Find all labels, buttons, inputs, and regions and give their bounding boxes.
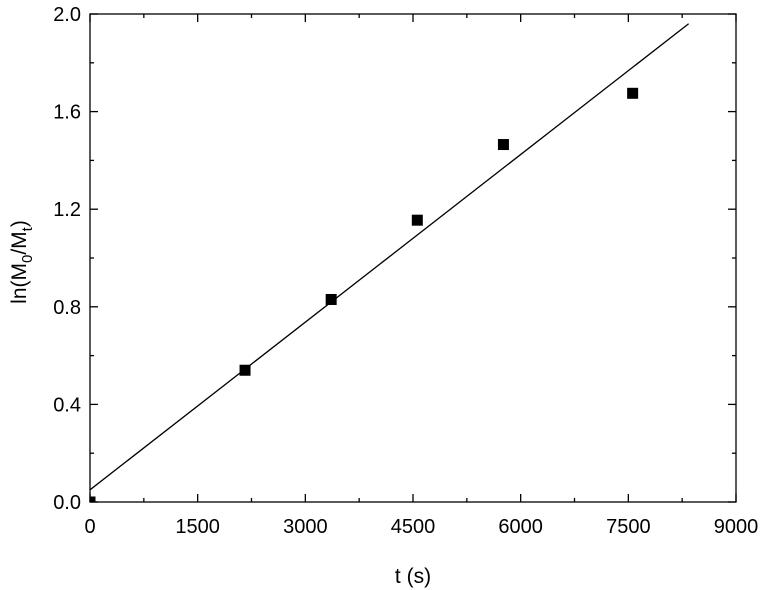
x-tick-label: 9000 (714, 516, 759, 538)
y-tick-label: 2.0 (53, 4, 81, 26)
data-point (497, 139, 509, 151)
data-point (90, 496, 96, 502)
x-tick-label: 4500 (391, 516, 436, 538)
y-tick-label: 1.2 (53, 199, 81, 221)
y-tick-label: 0.8 (53, 297, 81, 319)
fit-line (89, 23, 690, 491)
data-point (627, 87, 639, 99)
x-tick-label: 6000 (498, 516, 543, 538)
x-tick-label: 7500 (606, 516, 651, 538)
y-tick-label: 0.0 (53, 492, 81, 514)
data-point (325, 293, 337, 305)
x-tick-label: 0 (84, 516, 95, 538)
plot-frame (89, 13, 737, 503)
y-tick-label: 1.6 (53, 102, 81, 124)
data-point (411, 214, 423, 226)
x-tick-label: 1500 (175, 516, 220, 538)
y-axis-label: ln(M0/Mt) (8, 220, 36, 304)
y-tick-label: 0.4 (53, 394, 81, 416)
x-tick-label: 3000 (283, 516, 328, 538)
x-axis-label: t (s) (395, 565, 431, 588)
data-point (239, 364, 251, 376)
